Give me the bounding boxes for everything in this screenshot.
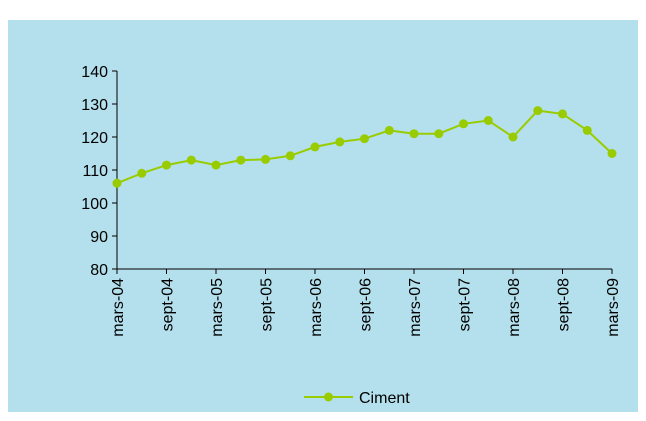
x-tick-label: mars-05 [209, 278, 226, 337]
axes: 80 90 100 110 120 130 140 mars-04 sept-04 mars-05… [81, 64, 622, 337]
x-tick-label: mars-04 [110, 278, 127, 337]
data-point [186, 155, 196, 165]
x-tick-label: sept-06 [358, 278, 375, 331]
data-point [285, 151, 295, 161]
y-tick-label: 110 [82, 163, 108, 180]
data-point [360, 134, 369, 144]
data-point [558, 109, 567, 119]
y-tick-label: 140 [81, 64, 108, 81]
data-point [434, 129, 444, 139]
y-tick-label: 80 [90, 262, 108, 279]
data-point [137, 168, 147, 178]
data-point [384, 125, 394, 135]
data-point [459, 119, 468, 129]
data-point [162, 160, 171, 170]
data-point [582, 125, 592, 135]
y-tick-label: 120 [81, 130, 108, 147]
data-point [533, 106, 543, 116]
data-point [508, 132, 518, 142]
x-tick-label: sept-08 [556, 278, 573, 331]
data-point [409, 129, 419, 139]
legend-label: Ciment [359, 390, 410, 407]
x-tick-label: mars-06 [308, 278, 325, 337]
y-tick-label: 100 [81, 196, 108, 213]
data-point [335, 137, 345, 147]
legend-marker [324, 392, 333, 402]
data-point [112, 178, 122, 188]
data-point [211, 160, 221, 170]
series-layer [112, 106, 617, 188]
x-tick-label: sept-07 [457, 278, 474, 331]
data-point [261, 154, 270, 164]
data-point [236, 155, 246, 165]
y-tick-label: 130 [81, 97, 108, 114]
x-tick-label: sept-04 [160, 278, 177, 331]
x-tick-label: sept-05 [259, 278, 276, 331]
x-tick-label: mars-07 [407, 278, 424, 337]
x-tick-label: mars-08 [506, 278, 523, 337]
line-chart: 80 90 100 110 120 130 140 mars-04 sept-04 mars-05… [8, 20, 638, 412]
data-point [607, 149, 617, 158]
chart-background [8, 20, 638, 412]
x-tick-label: mars-09 [605, 278, 622, 337]
legend: Ciment [304, 390, 410, 407]
data-point [483, 116, 493, 125]
data-point [310, 142, 320, 152]
chart-area: 80 90 100 110 120 130 140 mars-04 sept-04 mars-05… [8, 20, 638, 412]
y-tick-label: 90 [90, 229, 108, 246]
